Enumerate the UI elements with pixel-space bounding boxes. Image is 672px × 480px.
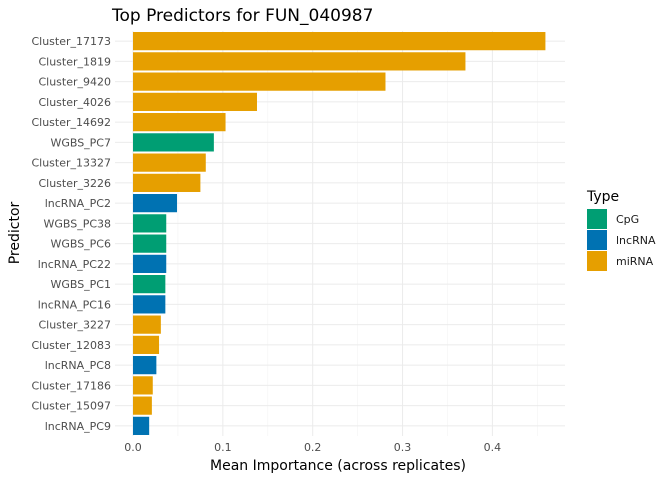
legend-key-lncrna: [587, 230, 607, 250]
y-tick-label: Cluster_3226: [38, 177, 111, 190]
y-tick-label: Cluster_4026: [38, 96, 111, 109]
y-tick-label: Cluster_9420: [38, 76, 111, 89]
y-tick-label: WGBS_PC1: [50, 278, 111, 291]
legend: Type CpG lncRNA miRNA: [586, 189, 656, 271]
x-tick-label: 0.1: [214, 441, 232, 454]
chart-title: Top Predictors for FUN_040987: [111, 6, 373, 26]
bar-cluster-15097: [133, 396, 152, 415]
legend-key-mirna: [587, 251, 607, 271]
bar-cluster-3226: [133, 173, 201, 192]
legend-label: miRNA: [616, 255, 654, 268]
bar-cluster-9420: [133, 72, 386, 91]
bars: [133, 32, 546, 435]
bar-cluster-17186: [133, 376, 153, 395]
bar-cluster-4026: [133, 92, 257, 111]
bar-wgbs-pc1: [133, 275, 166, 294]
y-tick-label: Cluster_17173: [31, 35, 111, 48]
bar-lncrna-pc2: [133, 194, 178, 213]
bar-wgbs-pc6: [133, 234, 167, 253]
y-tick-label: lncRNA_PC9: [45, 420, 111, 433]
y-tick-label: lncRNA_PC22: [38, 258, 111, 271]
bar-lncrna-pc22: [133, 254, 167, 273]
legend-label: lncRNA: [616, 234, 656, 247]
y-tick-label: WGBS_PC38: [43, 217, 111, 230]
y-tick-label: Cluster_13327: [31, 157, 111, 170]
bar-lncrna-pc16: [133, 295, 166, 314]
x-tick-label: 0.2: [304, 441, 322, 454]
y-tick-label: lncRNA_PC2: [45, 197, 111, 210]
bar-wgbs-pc38: [133, 214, 167, 233]
x-tick-label: 0.3: [394, 441, 412, 454]
y-tick-label: WGBS_PC6: [50, 238, 111, 251]
grid-lines: [115, 31, 565, 436]
bar-cluster-3227: [133, 315, 161, 334]
y-tick-label: Cluster_3227: [38, 319, 111, 332]
legend-title: Type: [586, 189, 619, 205]
y-axis-title: Predictor: [7, 201, 23, 264]
y-tick-label: Cluster_12083: [31, 339, 111, 352]
y-tick-label: Cluster_15097: [31, 400, 111, 413]
y-tick-label: Cluster_17186: [31, 379, 111, 392]
y-tick-label: Cluster_14692: [31, 116, 111, 129]
x-tick-label: 0.0: [124, 441, 142, 454]
y-tick-label: Cluster_1819: [38, 55, 111, 68]
bar-cluster-12083: [133, 335, 160, 354]
bar-cluster-17173: [133, 32, 546, 51]
legend-label: CpG: [616, 213, 639, 226]
x-tick-label: 0.4: [484, 441, 502, 454]
x-tick-labels: 0.0 0.1 0.2 0.3 0.4: [124, 441, 501, 454]
bar-wgbs-pc7: [133, 133, 214, 152]
y-tick-label: WGBS_PC7: [50, 136, 111, 149]
y-tick-label: lncRNA_PC8: [45, 359, 111, 372]
bar-lncrna-pc8: [133, 356, 157, 375]
y-tick-label: lncRNA_PC16: [38, 298, 111, 311]
bar-cluster-1819: [133, 52, 466, 71]
x-axis-title: Mean Importance (across replicates): [210, 458, 466, 474]
bar-cluster-14692: [133, 113, 226, 132]
legend-key-cpg: [587, 209, 607, 229]
bar-lncrna-pc9: [133, 416, 150, 435]
bar-cluster-13327: [133, 153, 206, 172]
y-tick-labels: Cluster_17173 Cluster_1819 Cluster_9420 Clu…: [31, 35, 111, 433]
